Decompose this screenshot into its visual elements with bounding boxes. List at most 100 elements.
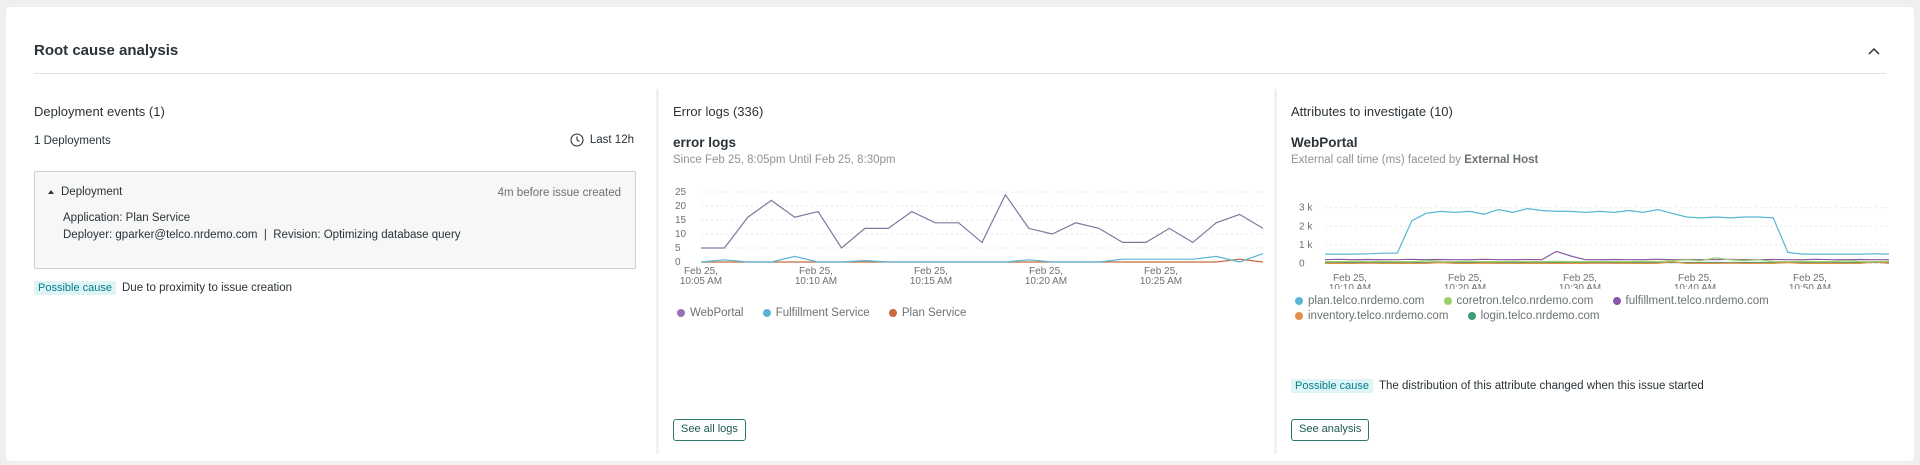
deployment-deployer: Deployer: gparker@telco.nrdemo.com | Rev… bbox=[63, 229, 461, 241]
deployment-application: Application: Plan Service bbox=[63, 212, 191, 224]
error-logs-title: Error logs (336) bbox=[673, 104, 764, 119]
deployment-events-section: Deployment events (1) 1 Deployments Last… bbox=[34, 89, 640, 454]
attributes-cause: Possible cause The distribution of this … bbox=[1291, 379, 1704, 393]
chevron-up-icon bbox=[1868, 47, 1880, 55]
legend-item[interactable]: plan.telco.nrdemo.com bbox=[1295, 295, 1424, 307]
legend-item[interactable]: inventory.telco.nrdemo.com bbox=[1295, 310, 1448, 322]
x-tick-label: Feb 25, bbox=[1144, 266, 1178, 277]
legend-dot bbox=[677, 309, 685, 317]
error-logs-chart-subtitle: Since Feb 25, 8:05pm Until Feb 25, 8:30p… bbox=[673, 154, 896, 166]
x-tick-label: 10:40 AM bbox=[1674, 283, 1716, 289]
x-tick-label: Feb 25, bbox=[799, 266, 833, 277]
x-tick-label: 10:50 AM bbox=[1789, 283, 1831, 289]
series-line bbox=[700, 253, 1264, 263]
deployment-label: Deployment bbox=[61, 186, 123, 198]
error-logs-chart-title: error logs bbox=[673, 135, 737, 150]
y-tick-label: 20 bbox=[675, 201, 687, 212]
series-line bbox=[1325, 257, 1890, 263]
x-tick-label: 10:05 AM bbox=[680, 276, 722, 287]
x-tick-label: Feb 25, bbox=[1563, 273, 1597, 284]
deployment-count: 1 Deployments bbox=[34, 135, 111, 147]
y-tick-label: 15 bbox=[675, 215, 687, 226]
legend-item[interactable]: login.telco.nrdemo.com bbox=[1467, 310, 1600, 322]
legend-label: fulfillment.telco.nrdemo.com bbox=[1625, 295, 1769, 307]
legend-label: login.telco.nrdemo.com bbox=[1480, 310, 1600, 322]
y-tick-label: 0 bbox=[675, 257, 681, 268]
legend-item[interactable]: Plan Service bbox=[888, 307, 967, 319]
time-range-label: Last 12h bbox=[589, 134, 634, 146]
time-range: Last 12h bbox=[570, 133, 634, 147]
legend-label: inventory.telco.nrdemo.com bbox=[1308, 310, 1449, 322]
legend-item[interactable]: fulfillment.telco.nrdemo.com bbox=[1612, 295, 1769, 307]
series-line bbox=[1324, 250, 1889, 261]
series-line bbox=[1325, 207, 1890, 255]
attributes-section: Attributes to investigate (10) WebPortal… bbox=[1274, 89, 1897, 454]
x-tick-label: 10:10 AM bbox=[795, 276, 837, 287]
root-cause-panel: Root cause analysis Deployment events (1… bbox=[6, 7, 1914, 461]
y-tick-label: 25 bbox=[675, 187, 687, 198]
deployment-cause: Possible cause Due to proximity to issue… bbox=[34, 281, 292, 295]
legend-dot bbox=[1295, 297, 1303, 305]
y-tick-label: 10 bbox=[675, 229, 687, 240]
legend-label: coretron.telco.nrdemo.com bbox=[1456, 295, 1594, 307]
x-tick-label: Feb 25, bbox=[684, 266, 718, 277]
x-tick-label: 10:30 AM bbox=[1559, 283, 1601, 289]
subtitle-emphasis: External Host bbox=[1464, 154, 1539, 166]
x-tick-label: Feb 25, bbox=[1678, 273, 1712, 284]
legend-item[interactable]: coretron.telco.nrdemo.com bbox=[1443, 295, 1594, 307]
attributes-title: Attributes to investigate (10) bbox=[1291, 104, 1453, 119]
legend-dot bbox=[1612, 297, 1621, 305]
legend-item[interactable]: Fulfillment Service bbox=[762, 307, 870, 319]
y-tick-label: 5 bbox=[675, 243, 681, 254]
see-analysis-button[interactable]: See analysis bbox=[1291, 419, 1370, 441]
series-line bbox=[1325, 260, 1890, 265]
x-tick-label: 10:15 AM bbox=[910, 276, 952, 287]
cause-text: Due to proximity to issue creation bbox=[122, 282, 293, 294]
deployment-toggle[interactable]: Deployment bbox=[47, 186, 122, 198]
y-tick-label: 0 bbox=[1299, 258, 1305, 269]
possible-cause-badge: Possible cause bbox=[1291, 379, 1373, 393]
x-tick-label: Feb 25, bbox=[914, 266, 948, 277]
legend-dot bbox=[1295, 312, 1303, 320]
panel-header: Root cause analysis bbox=[34, 33, 1886, 74]
legend-item[interactable]: WebPortal bbox=[677, 307, 743, 319]
legend-label: plan.telco.nrdemo.com bbox=[1308, 295, 1425, 307]
deployment-events-title: Deployment events (1) bbox=[34, 104, 165, 119]
cause-text: The distribution of this attribute chang… bbox=[1379, 380, 1704, 392]
legend-label: WebPortal bbox=[690, 307, 744, 319]
possible-cause-badge: Possible cause bbox=[34, 281, 116, 295]
deployment-timing: 4m before issue created bbox=[497, 187, 621, 199]
attributes-chart-subtitle: External call time (ms) faceted by Exter… bbox=[1291, 154, 1538, 166]
error-logs-legend: WebPortal Fulfillment Service Plan Servi… bbox=[677, 307, 982, 322]
x-tick-label: 10:20 AM bbox=[1025, 276, 1067, 287]
x-tick-label: 10:20 AM bbox=[1444, 283, 1486, 289]
caret-up-icon bbox=[48, 190, 54, 194]
legend-dot bbox=[1443, 297, 1452, 305]
error-logs-section: Error logs (336) error logs Since Feb 25… bbox=[656, 89, 1277, 454]
y-tick-label: 3 k bbox=[1299, 203, 1313, 214]
subtitle-text: External call time (ms) faceted by bbox=[1291, 154, 1465, 166]
x-tick-label: Feb 25, bbox=[1029, 266, 1063, 277]
x-tick-label: Feb 25, bbox=[1333, 273, 1367, 284]
clock-icon bbox=[570, 133, 584, 147]
see-all-logs-button[interactable]: See all logs bbox=[673, 419, 746, 441]
series-line bbox=[701, 193, 1264, 249]
x-tick-label: Feb 25, bbox=[1793, 273, 1827, 284]
legend-dot bbox=[762, 309, 771, 317]
x-tick-label: Feb 25, bbox=[1448, 273, 1482, 284]
attributes-legend: plan.telco.nrdemo.com coretron.telco.nrd… bbox=[1295, 295, 1895, 325]
deployment-item: Deployment 4m before issue created Appli… bbox=[34, 171, 636, 269]
legend-dot bbox=[888, 309, 897, 317]
x-tick-label: 10:10 AM bbox=[1329, 283, 1371, 289]
attributes-chart-title: WebPortal bbox=[1291, 135, 1358, 150]
legend-dot bbox=[1467, 312, 1476, 320]
y-tick-label: 1 k bbox=[1299, 240, 1313, 251]
y-tick-label: 2 k bbox=[1299, 221, 1313, 232]
collapse-button[interactable] bbox=[1862, 39, 1886, 63]
panel-title: Root cause analysis bbox=[34, 42, 179, 59]
legend-label: Plan Service bbox=[901, 307, 967, 319]
x-tick-label: 10:25 AM bbox=[1140, 276, 1182, 287]
legend-label: Fulfillment Service bbox=[775, 307, 870, 319]
